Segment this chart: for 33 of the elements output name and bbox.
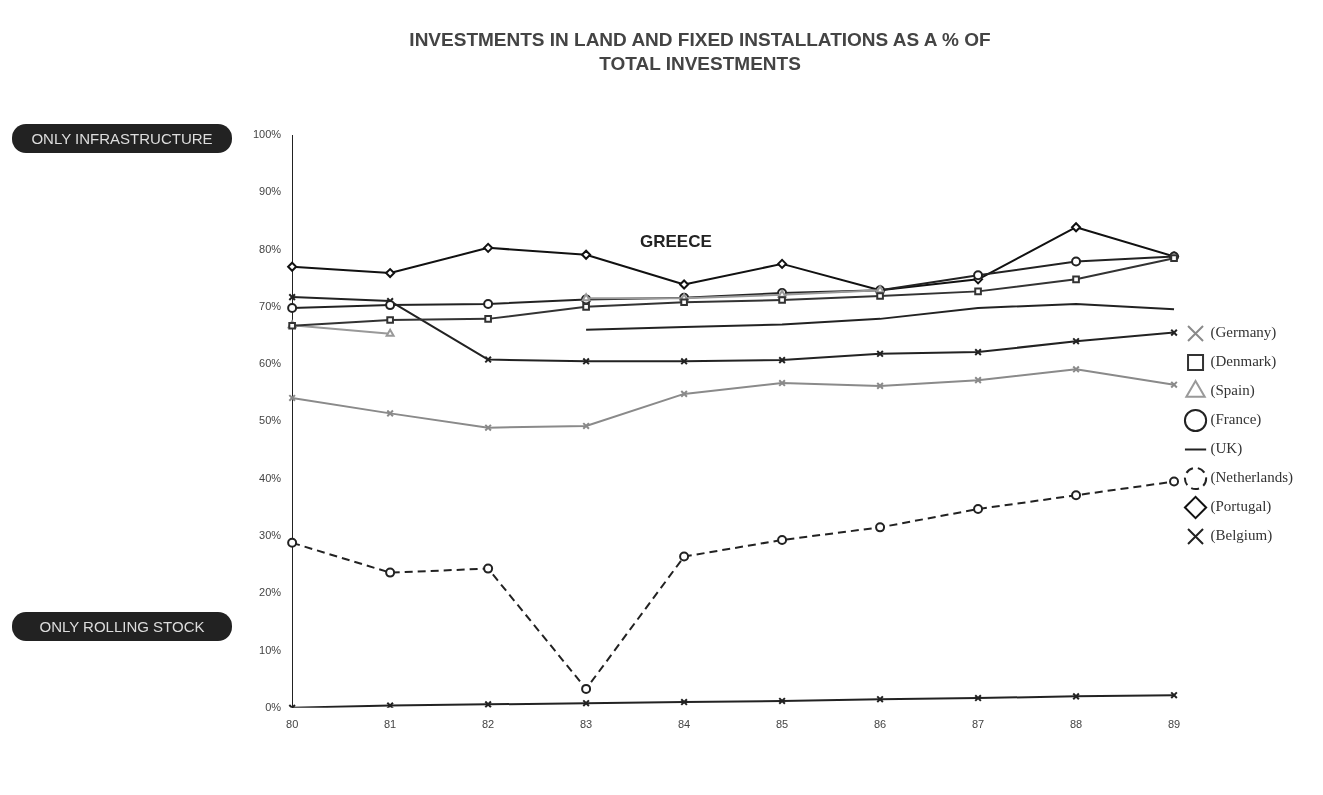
y-tick-label: 80% xyxy=(259,242,282,255)
y-tick-label: 40% xyxy=(259,471,282,484)
text: ONLY INFRASTRUCTURE xyxy=(12,124,232,153)
x-tick-label: 85 xyxy=(775,718,789,731)
text: ONLY ROLLING STOCK xyxy=(12,612,232,641)
y-tick-label: 30% xyxy=(259,528,282,541)
legend-label: (Germany) xyxy=(1210,324,1277,342)
legend-label: (Portugal) xyxy=(1210,498,1272,516)
x-tick-label: 80 xyxy=(286,718,299,731)
y-tick-label: 100% xyxy=(252,128,282,141)
y-tick-label: 0% xyxy=(265,700,282,713)
x-tick-label: 84 xyxy=(677,718,691,731)
legend-label: (Denmark) xyxy=(1210,353,1277,371)
x-tick-label: 89 xyxy=(1167,718,1181,731)
legend-label: (Spain) xyxy=(1210,382,1255,400)
x-tick-label: 87 xyxy=(971,718,985,731)
y-tick-label: 50% xyxy=(259,414,282,427)
legend-label: (France) xyxy=(1210,411,1262,429)
y-tick-label: 10% xyxy=(259,643,282,656)
legend-label: (UK) xyxy=(1210,440,1243,458)
x-tick-label: 82 xyxy=(481,718,495,731)
y-tick-label: 60% xyxy=(259,357,282,370)
y-tick-label: 70% xyxy=(259,299,282,312)
x-tick-label: 88 xyxy=(1069,718,1083,731)
x-tick-label: 81 xyxy=(384,718,397,731)
y-tick-label: 20% xyxy=(259,586,282,599)
legend-label: (Belgium) xyxy=(1210,527,1273,545)
x-tick-label: 83 xyxy=(579,718,593,731)
y-tick-label: 90% xyxy=(259,185,282,198)
annotation: GREECE xyxy=(640,232,712,252)
legend-label: (Netherlands) xyxy=(1210,469,1294,487)
chart-title: INVESTMENTS IN LAND AND FIXED INSTALLATIONS AS A % OF TOTAL INVESTMENTS xyxy=(408,28,992,76)
x-tick-label: 86 xyxy=(873,718,887,731)
